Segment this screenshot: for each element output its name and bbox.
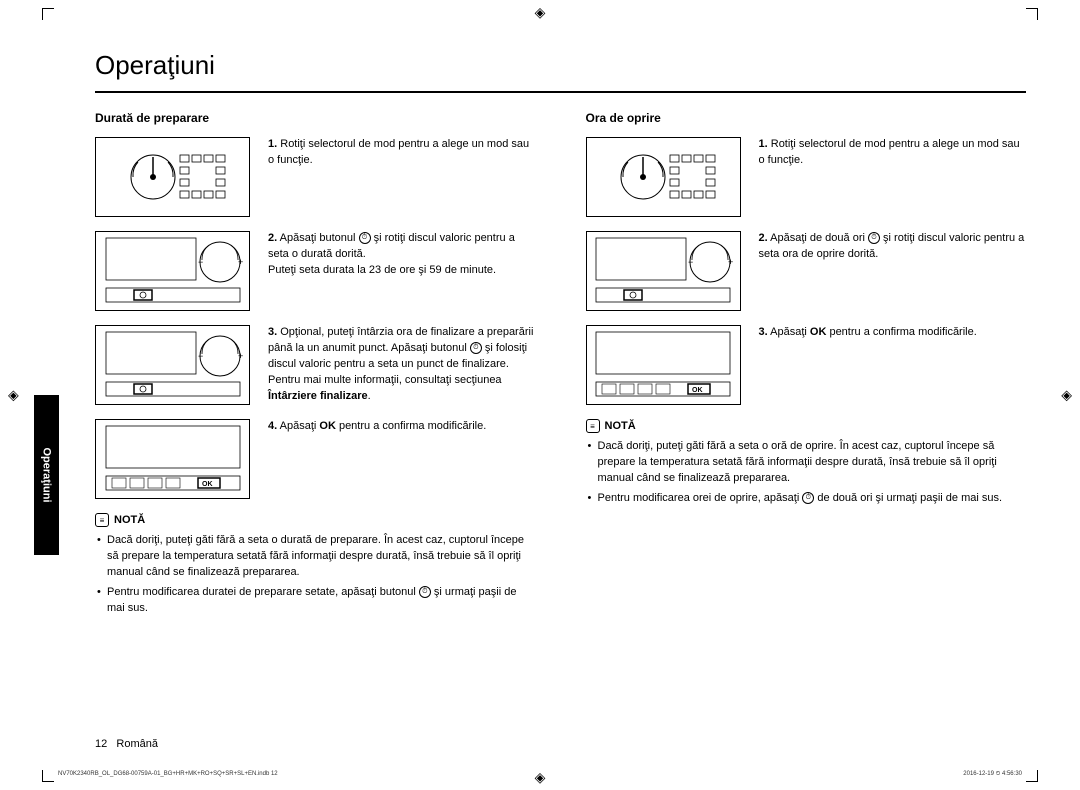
- step-number: 3.: [759, 326, 768, 338]
- page-body: Operaţiuni Durată de preparare: [95, 50, 1026, 750]
- clock-icon: ⏱: [359, 232, 371, 244]
- step-bold: OK: [810, 326, 827, 338]
- note-label: NOTĂ: [114, 514, 145, 526]
- step-text: 2. Apăsaţi de două ori ⏱ şi rotiţi discu…: [759, 231, 1027, 263]
- note-item: Pentru modificarea duratei de preparare …: [95, 585, 536, 617]
- step-body: Rotiţi selectorul de mod pentru a alege …: [268, 138, 529, 166]
- imprint-bar: NV70K2340RB_OL_DG68-00759A-01_BG+HR+MK+R…: [58, 771, 1022, 778]
- note-icon: ≡: [95, 513, 109, 527]
- imprint-left: NV70K2340RB_OL_DG68-00759A-01_BG+HR+MK+R…: [58, 771, 278, 778]
- note-list: Dacă doriţi, puteţi găti fără a seta o d…: [95, 533, 536, 617]
- svg-text:−: −: [198, 351, 203, 361]
- crop-mark: [1026, 770, 1038, 782]
- clock-icon: ⏱: [802, 492, 814, 504]
- note-item: Dacă doriţi, puteţi găti fără a seta o d…: [95, 533, 536, 581]
- step-body-c: .: [368, 390, 371, 402]
- svg-text:OK: OK: [202, 481, 213, 488]
- step-row: OK 3. Apăsaţi OK pentru a confirma modif…: [586, 325, 1027, 405]
- step-number: 1.: [759, 138, 768, 150]
- step-body-b: pentru a confirma modificările.: [336, 420, 486, 432]
- page-number: 12: [95, 738, 107, 750]
- value-dial-diagram: − +: [95, 325, 250, 405]
- step-body-a: Apăsaţi: [280, 420, 320, 432]
- step-number: 2.: [759, 232, 768, 244]
- section-heading-right: Ora de oprire: [586, 111, 1027, 125]
- note-b: de două ori şi urmaţi paşii de mai sus.: [814, 492, 1002, 504]
- step-row: − + 2. Apăsaţi butonul ⏱ şi rotiţi discu…: [95, 231, 536, 311]
- registration-target-icon: ◈: [1061, 387, 1072, 404]
- note-a: Pentru modificarea orei de oprire, apăsa…: [598, 492, 803, 504]
- step-body: Rotiţi selectorul de mod pentru a alege …: [759, 138, 1020, 166]
- imprint-right: 2016-12-19 ⏲ 4:56:30: [963, 771, 1022, 778]
- step-row: − + 2. Apăsaţi de două ori ⏱ şi rotiţi d…: [586, 231, 1027, 311]
- crop-mark: [42, 770, 54, 782]
- step-row: OK 4. Apăsaţi OK pentru a confirma modif…: [95, 419, 536, 499]
- svg-text:OK: OK: [692, 387, 703, 394]
- step-body-a: Apăsaţi de două ori: [770, 232, 868, 244]
- step-number: 3.: [268, 326, 277, 338]
- note-item: Dacă doriţi, puteţi găti fără a seta o o…: [586, 439, 1027, 487]
- step-number: 4.: [268, 420, 277, 432]
- left-column: Durată de preparare: [95, 111, 536, 621]
- note-a: Pentru modificarea duratei de preparare …: [107, 586, 419, 598]
- mode-dial-diagram: [95, 137, 250, 217]
- step-text: 1. Rotiţi selectorul de mod pentru a ale…: [759, 137, 1027, 169]
- step-row: − + 3. Opţional, puteţi întârzia ora de …: [95, 325, 536, 405]
- crop-mark: [1026, 8, 1038, 20]
- step-text: 4. Apăsaţi OK pentru a confirma modifică…: [268, 419, 536, 435]
- step-row: 1. Rotiţi selectorul de mod pentru a ale…: [95, 137, 536, 217]
- step-number: 1.: [268, 138, 277, 150]
- page-title: Operaţiuni: [95, 50, 1026, 81]
- step-text: 2. Apăsaţi butonul ⏱ şi rotiţi discul va…: [268, 231, 536, 279]
- svg-text:+: +: [238, 257, 243, 267]
- step-body-a: Apăsaţi: [770, 326, 810, 338]
- note-heading: ≡ NOTĂ: [95, 513, 536, 527]
- right-column: Ora de oprire: [586, 111, 1027, 621]
- mode-dial-diagram: [586, 137, 741, 217]
- step-text: 1. Rotiţi selectorul de mod pentru a ale…: [268, 137, 536, 169]
- crop-mark: [42, 8, 54, 20]
- title-rule: [95, 91, 1026, 93]
- side-tab: Operaţiuni: [34, 395, 59, 555]
- step-text: 3. Opţional, puteţi întârzia ora de fina…: [268, 325, 536, 405]
- section-heading-left: Durată de preparare: [95, 111, 536, 125]
- svg-text:−: −: [198, 257, 203, 267]
- step-body-a: Apăsaţi butonul: [280, 232, 359, 244]
- clock-icon: ⏱: [419, 586, 431, 598]
- note-list: Dacă doriţi, puteţi găti fără a seta o o…: [586, 439, 1027, 507]
- step-row: 1. Rotiţi selectorul de mod pentru a ale…: [586, 137, 1027, 217]
- ok-panel-diagram: OK: [586, 325, 741, 405]
- note-icon: ≡: [586, 419, 600, 433]
- note-heading: ≡ NOTĂ: [586, 419, 1027, 433]
- note-label: NOTĂ: [605, 420, 636, 432]
- value-dial-diagram: − +: [586, 231, 741, 311]
- step-bold: Întârziere finalizare: [268, 390, 368, 402]
- clock-icon: ⏱: [470, 342, 482, 354]
- content-columns: Durată de preparare: [95, 111, 1026, 621]
- step-extra: Puteţi seta durata la 23 de ore şi 59 de…: [268, 264, 496, 276]
- page-footer: 12 Română: [95, 738, 158, 750]
- language-label: Română: [116, 738, 158, 750]
- registration-target-icon: ◈: [8, 387, 19, 404]
- step-number: 2.: [268, 232, 277, 244]
- clock-icon: ⏱: [868, 232, 880, 244]
- step-text: 3. Apăsaţi OK pentru a confirma modifică…: [759, 325, 1027, 341]
- svg-text:+: +: [238, 351, 243, 361]
- svg-text:+: +: [728, 257, 733, 267]
- ok-panel-diagram: OK: [95, 419, 250, 499]
- value-dial-diagram: − +: [95, 231, 250, 311]
- note-item: Pentru modificarea orei de oprire, apăsa…: [586, 491, 1027, 507]
- registration-target-icon: ◈: [535, 4, 546, 21]
- step-bold: OK: [319, 420, 336, 432]
- step-body-b: pentru a confirma modificările.: [826, 326, 976, 338]
- svg-text:−: −: [688, 257, 693, 267]
- side-tab-label: Operaţiuni: [41, 447, 53, 502]
